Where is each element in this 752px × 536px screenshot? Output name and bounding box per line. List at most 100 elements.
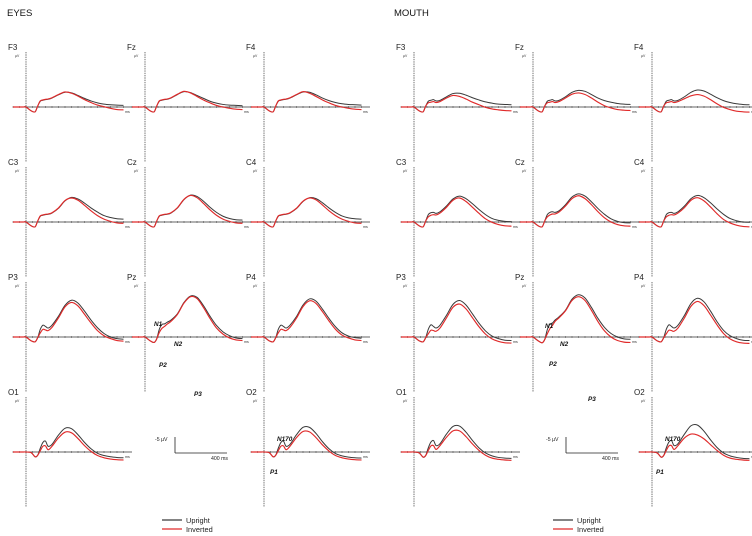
y-unit-label: µV (522, 169, 527, 173)
x-unit-label: ms (632, 110, 637, 114)
electrode-label: F4 (246, 43, 256, 52)
plot-c4: C4 µV ms (634, 158, 752, 277)
electrode-label: Cz (515, 158, 525, 167)
electrode-label: O1 (8, 388, 19, 397)
scale-amp-label-eyes: -5 µV (155, 437, 168, 443)
label-p3-mouth: P3 (588, 396, 596, 403)
label-n170-mouth: N170 (665, 436, 681, 443)
y-unit-label: µV (253, 169, 258, 173)
series-line-upright (251, 197, 362, 228)
series-line-inverted (401, 94, 512, 113)
label-p2-mouth: P2 (549, 361, 557, 368)
electrode-label: P4 (634, 273, 644, 282)
legend-label-upright: Upright (186, 516, 210, 525)
plot-fz: Fz µV ms (515, 43, 639, 162)
series-line-inverted (13, 431, 124, 461)
series-line-inverted (251, 91, 362, 113)
plot-c3: C3 µV ms (8, 158, 132, 277)
plot-f3: F3 µV ms (396, 43, 520, 162)
series-line-inverted (401, 197, 512, 228)
series-line-upright (400, 300, 512, 343)
y-unit-label: µV (403, 169, 408, 173)
x-unit-label: ms (244, 225, 249, 229)
y-unit-label: µV (403, 284, 408, 288)
y-unit-label: µV (641, 284, 646, 288)
electrode-label: C4 (634, 158, 645, 167)
y-unit-label: µV (403, 399, 408, 403)
series-line-upright (639, 89, 750, 113)
electrode-label: Fz (515, 43, 524, 52)
scale-amp-label-mouth: -5 µV (546, 437, 559, 443)
series-line-inverted (12, 301, 124, 343)
series-line-upright (519, 294, 631, 344)
x-unit-label: ms (363, 225, 368, 229)
y-unit-label: µV (522, 284, 527, 288)
electrode-label: C4 (246, 158, 257, 167)
electrode-label: F3 (8, 43, 18, 52)
scale-time-label-eyes: 400 ms (211, 456, 228, 462)
series-line-inverted (251, 430, 362, 461)
scale-bar-mouth: -5 µV 400 ms (546, 437, 619, 462)
x-unit-label: ms (244, 340, 249, 344)
legend-label-inverted: Inverted (577, 525, 604, 534)
electrode-label: Pz (127, 273, 136, 282)
plot-o2: O2 µV ms (246, 388, 370, 507)
series-line-inverted (520, 92, 631, 113)
series-line-inverted (132, 194, 243, 228)
series-line-inverted (250, 300, 362, 343)
scale-bar-eyes: -5 µV 400 ms (155, 437, 228, 462)
electrode-label: O2 (246, 388, 257, 397)
series-line-inverted (401, 429, 512, 461)
label-n2-mouth: N2 (560, 341, 569, 348)
x-unit-label: ms (513, 340, 518, 344)
series-line-inverted (251, 197, 362, 228)
label-p1-eyes: P1 (270, 469, 278, 476)
plot-p4: P4 µV ms (246, 273, 370, 392)
legend-label-inverted: Inverted (186, 525, 213, 534)
electrode-label: P4 (246, 273, 256, 282)
series-line-inverted (639, 93, 750, 113)
y-unit-label: µV (15, 169, 20, 173)
electrode-label: F4 (634, 43, 644, 52)
series-line-inverted (400, 303, 512, 344)
electrode-label: F3 (396, 43, 406, 52)
x-unit-label: ms (125, 340, 130, 344)
x-unit-label: ms (632, 340, 637, 344)
x-unit-label: ms (363, 340, 368, 344)
series-line-inverted (638, 300, 750, 344)
y-unit-label: µV (134, 284, 139, 288)
plot-p3: P3 µV ms (8, 273, 132, 392)
plot-pz: Pz µV ms (127, 273, 251, 392)
electrode-label: C3 (396, 158, 407, 167)
label-p3-eyes: P3 (194, 391, 202, 398)
series-line-upright (250, 298, 362, 343)
y-unit-label: µV (253, 399, 258, 403)
label-n1-mouth: N1 (545, 323, 554, 330)
x-unit-label: ms (513, 110, 518, 114)
plot-o1: O1 µV ms (396, 388, 520, 507)
series-line-upright (401, 195, 512, 228)
y-unit-label: µV (253, 284, 258, 288)
panel-title-eyes: EYES (7, 8, 32, 19)
series-line-upright (639, 424, 750, 460)
plot-c3: C3 µV ms (396, 158, 520, 277)
y-unit-label: µV (641, 169, 646, 173)
legend-eyes: Upright Inverted (162, 516, 213, 534)
label-n1-eyes: N1 (154, 321, 163, 328)
plot-pz: Pz µV ms (515, 273, 639, 392)
x-unit-label: ms (125, 455, 130, 459)
x-unit-label: ms (363, 110, 368, 114)
series-line-inverted (519, 296, 631, 344)
plot-cz: Cz µV ms (127, 158, 251, 277)
electrode-label: Pz (515, 273, 524, 282)
series-line-upright (12, 299, 124, 343)
plot-c4: C4 µV ms (246, 158, 370, 277)
legend-mouth: Upright Inverted (553, 516, 604, 534)
series-line-inverted (13, 91, 124, 113)
electrode-label: P3 (396, 273, 406, 282)
series-line-upright (638, 297, 750, 343)
y-unit-label: µV (641, 54, 646, 58)
plot-o1: O1 µV ms (8, 388, 132, 507)
y-unit-label: µV (522, 54, 527, 58)
